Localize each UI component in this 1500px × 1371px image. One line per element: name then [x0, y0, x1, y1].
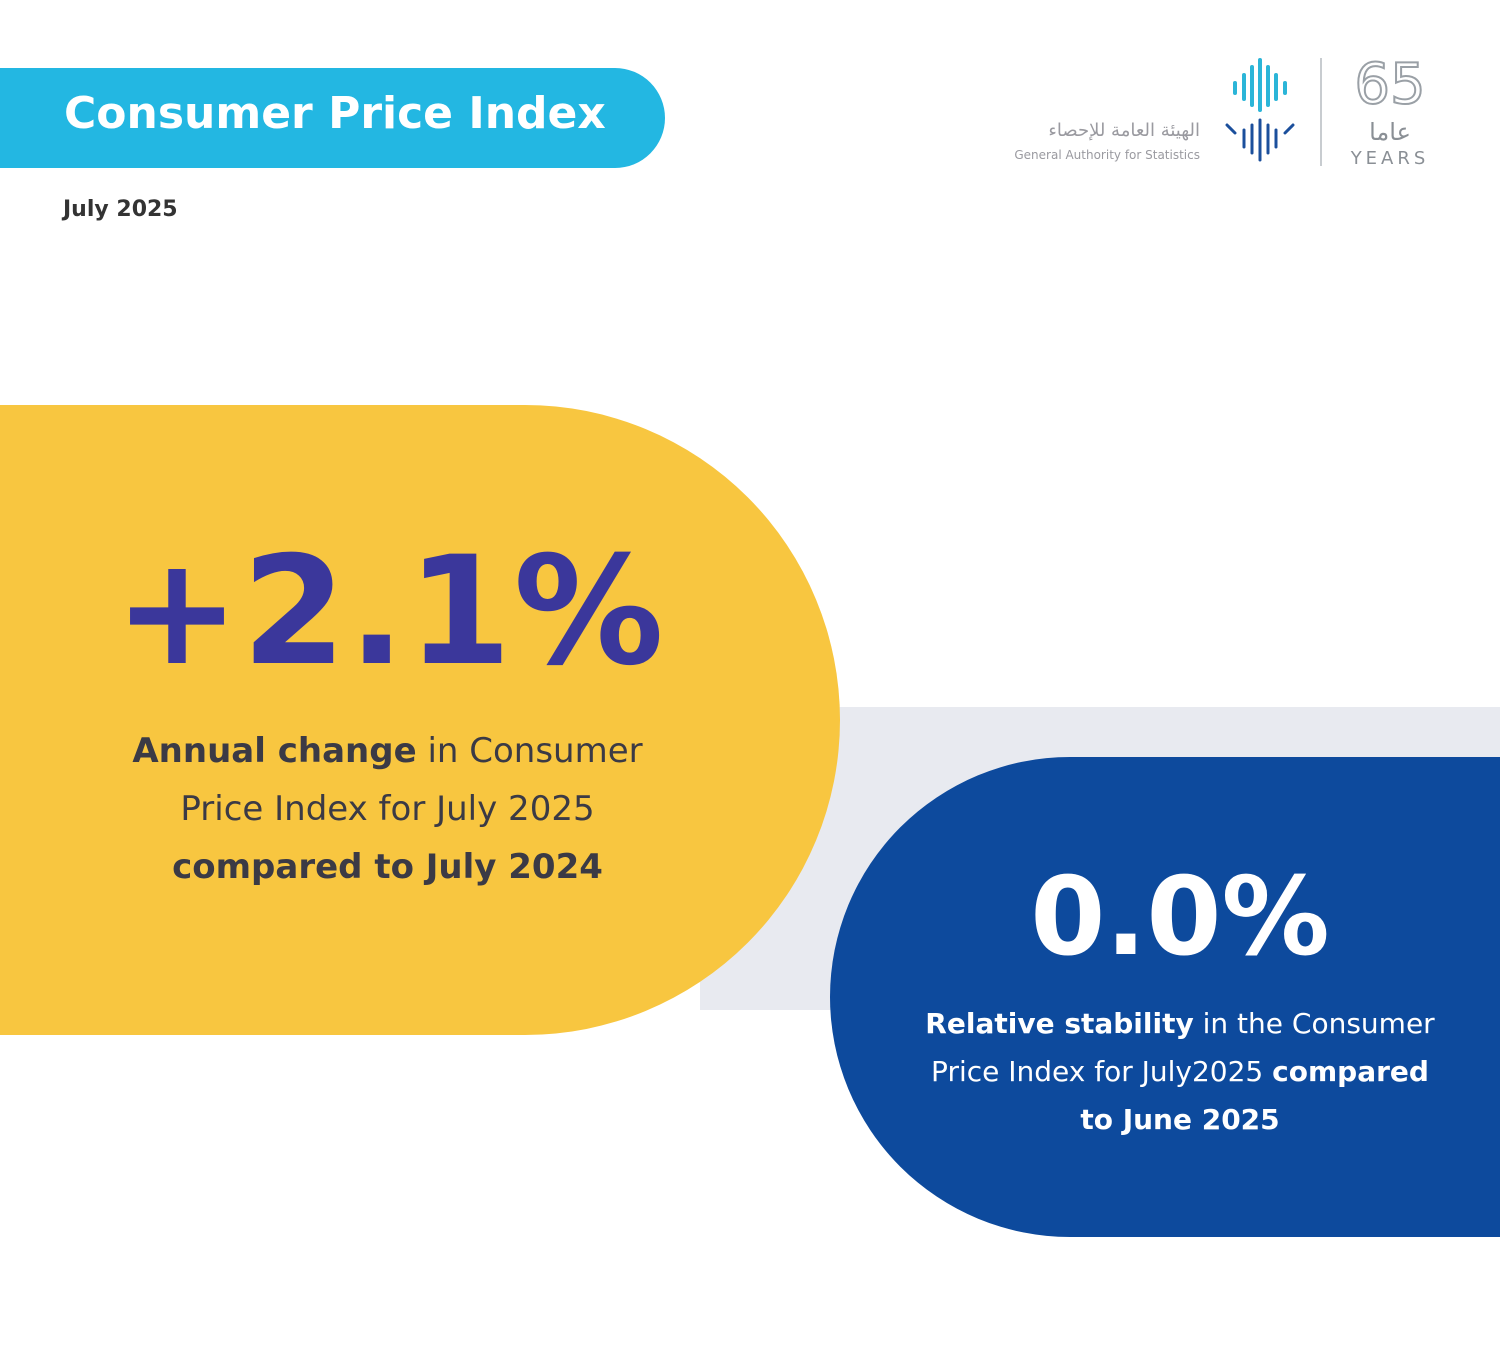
anniversary-arabic: عاما [1369, 118, 1411, 146]
logo-divider [1320, 58, 1322, 166]
description-line: Relative stability in the Consumer [830, 1000, 1500, 1048]
text: in the Consumer [1193, 1007, 1435, 1040]
logo-english-name: General Authority for Statistics [1014, 148, 1200, 162]
bold-text: compared [1272, 1055, 1429, 1088]
description-line: Price Index for July2025 compared [830, 1048, 1500, 1096]
monthly-description: Relative stability in the Consumer Price … [830, 1000, 1500, 1144]
bold-text: to June 2025 [1080, 1103, 1280, 1136]
anniversary-number: 65 [1353, 51, 1426, 118]
text: Price Index for July2025 [931, 1055, 1273, 1088]
monthly-card [830, 757, 1500, 1237]
description-line: to June 2025 [830, 1096, 1500, 1144]
title-pill [0, 68, 665, 168]
description-line: Price Index for July 2025 [0, 780, 775, 838]
logo-arabic-name: الهيئة العامة للإحصاء [1048, 120, 1200, 141]
annual-description: Annual change in Consumer Price Index for… [0, 722, 775, 896]
text: in Consumer [416, 731, 643, 771]
annual-stat: +2.1% [114, 525, 666, 699]
date: July 2025 [63, 197, 178, 222]
title: Consumer Price Index [64, 88, 606, 139]
text: Price Index for July 2025 [180, 789, 595, 829]
annual-card [0, 405, 840, 1035]
monthly-stat: 0.0% [1030, 855, 1330, 980]
bold-text: Annual change [132, 731, 417, 771]
anniversary-english: YEARS [1350, 148, 1430, 169]
bold-text: compared to July 2024 [172, 847, 603, 887]
description-line: compared to July 2024 [0, 838, 775, 896]
bold-text: Relative stability [925, 1007, 1194, 1040]
logo-emblem [1225, 58, 1295, 162]
description-line: Annual change in Consumer [0, 722, 775, 780]
